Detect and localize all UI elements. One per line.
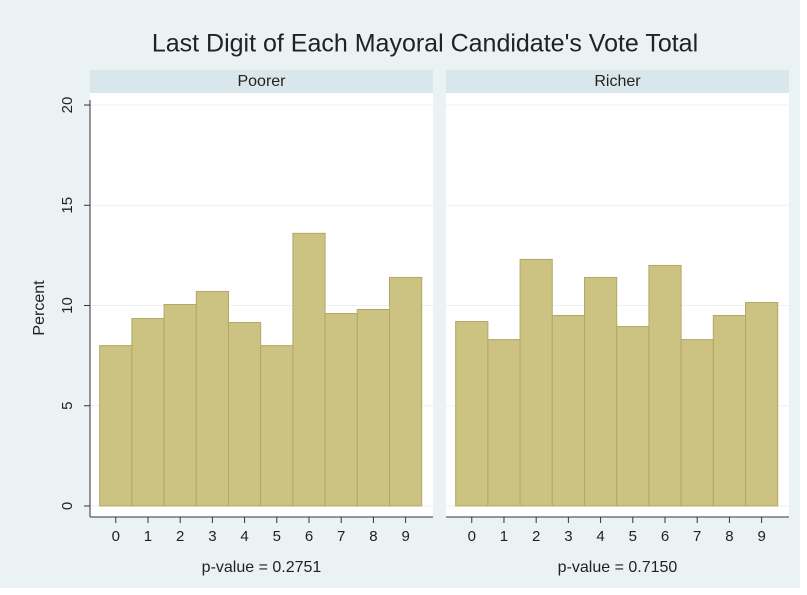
x-tick-label: 0 — [468, 528, 476, 545]
bar — [551, 315, 585, 507]
x-tick-label: 5 — [629, 528, 637, 545]
bar — [680, 339, 714, 507]
bar — [260, 345, 294, 507]
x-tick-label: 7 — [337, 528, 345, 545]
x-tick-label: 5 — [273, 528, 281, 545]
bar — [292, 232, 326, 507]
x-tick-label: 7 — [693, 528, 701, 545]
bar — [616, 326, 650, 507]
x-tick-label: 2 — [176, 528, 184, 545]
bar — [745, 301, 779, 507]
bar — [487, 339, 521, 507]
y-tick-label: 15 — [59, 197, 76, 214]
bar — [163, 303, 197, 507]
bar — [227, 322, 262, 507]
y-tick-label: 5 — [59, 402, 76, 410]
y-tick-label: 20 — [59, 97, 76, 114]
x-tick-label: 9 — [401, 528, 409, 545]
x-axis-label: p-value = 0.7150 — [558, 559, 678, 576]
y-tick-label: 0 — [59, 502, 76, 510]
bar — [131, 318, 165, 507]
bar — [324, 313, 358, 507]
x-tick-label: 8 — [369, 528, 377, 545]
x-tick-label: 9 — [757, 528, 765, 545]
x-tick-label: 3 — [208, 528, 216, 545]
panel-header — [446, 70, 789, 93]
y-axis-label: Percent — [31, 280, 48, 336]
x-tick-label: 3 — [564, 528, 572, 545]
x-tick-label: 1 — [500, 528, 508, 545]
panel-title: Poorer — [237, 73, 286, 90]
bar — [712, 315, 747, 507]
x-tick-label: 4 — [240, 528, 248, 545]
bar — [356, 309, 391, 507]
bar — [195, 290, 229, 507]
bar — [389, 276, 423, 507]
bar — [648, 264, 682, 507]
bar — [455, 321, 489, 507]
y-tick-label: 10 — [59, 297, 76, 314]
x-tick-label: 8 — [725, 528, 733, 545]
bar — [519, 258, 553, 507]
bar — [99, 345, 133, 507]
x-tick-label: 0 — [112, 528, 120, 545]
bar — [583, 276, 618, 507]
x-axis-label: p-value = 0.2751 — [202, 559, 322, 576]
x-tick-label: 2 — [532, 528, 540, 545]
x-tick-label: 1 — [144, 528, 152, 545]
chart-title: Last Digit of Each Mayoral Candidate's V… — [152, 30, 698, 58]
x-tick-label: 4 — [596, 528, 604, 545]
panel-title: Richer — [594, 73, 641, 90]
x-tick-label: 6 — [661, 528, 669, 545]
panel-header — [90, 70, 433, 93]
x-tick-label: 6 — [305, 528, 313, 545]
